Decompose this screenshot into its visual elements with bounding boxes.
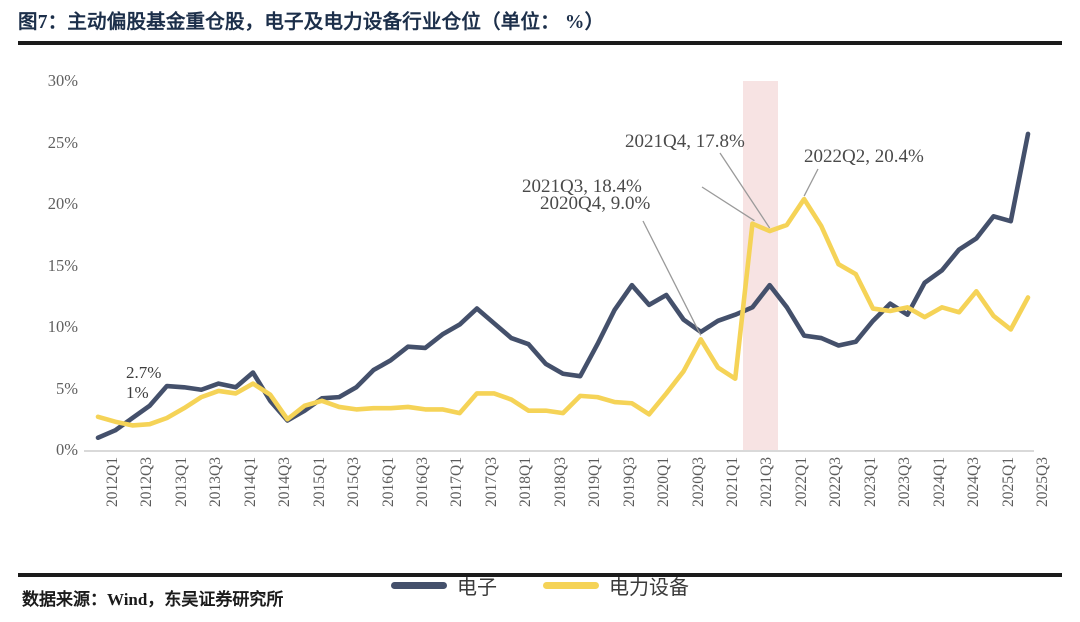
annotation-leader-line [803,168,819,197]
chart-legend: 电子 电力设备 [18,565,1062,605]
legend-label: 电子 [457,574,497,599]
start-label-electronics: 1% [126,383,149,402]
y-axis-tick-labels: 0% 5% 10% 15% 20% 25% 30% [26,45,78,570]
x-axis-line [84,450,1034,452]
series-lines [95,131,1031,441]
y-tick-label: 5% [56,378,78,398]
annotation-2021q3: 2021Q3, 18.4% [522,176,642,197]
y-tick-label: 0% [56,440,78,459]
y-tick-label: 30% [47,71,78,90]
page-title: 图7：主动偏股基金重仓股，电子及电力设备行业仓位（单位： %） [18,12,605,33]
y-tick-label: 10% [47,317,78,336]
annotation-leader-line [701,186,755,222]
source-note: 数据来源：Wind，东吴证券研究所 [22,590,284,609]
legend-item-power-equipment[interactable]: 电力设备 [543,571,689,600]
annotation-2020q4: 2020Q4, 9.0% [540,193,651,214]
legend-label: 电力设备 [609,574,689,599]
legend-item-electronics[interactable]: 电子 [391,571,497,600]
chart-container: 0% 5% 10% 15% 20% 25% 30% 2012Q1 2012Q3 2013Q1 20… [18,45,1062,599]
start-label-power-equipment: 2.7% [126,363,162,382]
series-line-power-equipment [95,196,1031,428]
annotation-2022q2: 2022Q2, 20.4% [804,146,924,167]
title-divider [18,41,1062,45]
y-tick-label: 15% [47,255,78,275]
y-tick-label: 20% [47,194,78,213]
annotation-leader-line [642,220,702,336]
annotation-2021q4: 2021Q4, 17.8% [625,131,745,152]
legend-swatch-icon [543,581,599,589]
legend-swatch-icon [391,581,447,589]
y-tick-label: 25% [47,132,78,152]
annotation-leader-line [719,152,771,229]
footer-divider [18,573,1062,577]
series-line-electronics [95,131,1031,441]
